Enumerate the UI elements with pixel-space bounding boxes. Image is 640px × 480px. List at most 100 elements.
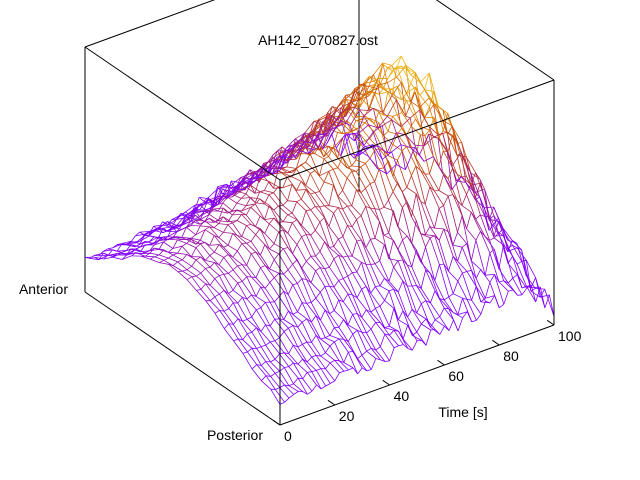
mesh-segment xyxy=(530,277,536,288)
mesh-segment xyxy=(274,340,285,354)
mesh-segment xyxy=(366,369,372,372)
mesh-segment xyxy=(195,225,201,235)
mesh-segment xyxy=(306,356,312,363)
mesh-segment xyxy=(314,221,321,231)
mesh-segment xyxy=(237,281,243,284)
mesh-segment xyxy=(251,276,256,279)
mesh-segment xyxy=(365,309,376,323)
mesh-segment xyxy=(232,222,243,237)
mesh-segment xyxy=(316,355,321,357)
mesh-segment xyxy=(246,224,251,226)
mesh-segment xyxy=(333,207,339,214)
mesh-segment xyxy=(255,234,266,245)
mesh-segment xyxy=(419,95,430,108)
mesh-segment xyxy=(462,271,468,274)
mesh-segment xyxy=(462,297,468,300)
mesh-segment xyxy=(241,205,247,212)
mesh-segment xyxy=(264,223,270,234)
mesh-segment xyxy=(361,332,372,349)
mesh-segment xyxy=(307,390,313,395)
mesh-segment xyxy=(209,284,220,295)
mesh-segment xyxy=(198,197,204,202)
mesh-segment xyxy=(171,219,177,227)
mesh-segment xyxy=(343,338,354,352)
mesh-segment xyxy=(338,319,344,328)
mesh-segment xyxy=(167,227,177,232)
mesh-segment xyxy=(307,371,312,373)
mesh-segment xyxy=(199,211,205,221)
mesh-segment xyxy=(425,234,435,237)
mesh-segment xyxy=(323,146,334,158)
mesh-segment xyxy=(434,208,440,229)
mesh-segment xyxy=(329,345,340,361)
mesh-segment xyxy=(218,196,228,201)
mesh-segment xyxy=(320,368,331,384)
mesh-segment xyxy=(356,240,367,265)
mesh-segment xyxy=(323,128,329,146)
mesh-segment xyxy=(397,112,402,116)
mesh-segment xyxy=(461,243,468,248)
mesh-segment xyxy=(268,192,274,196)
mesh-segment xyxy=(241,276,248,282)
mesh-segment xyxy=(306,279,317,299)
mesh-segment xyxy=(245,186,256,194)
mesh-segment xyxy=(369,117,380,123)
mesh-segment xyxy=(320,355,331,364)
mesh-segment xyxy=(323,156,329,160)
mesh-segment xyxy=(549,294,555,317)
mesh-segment xyxy=(107,253,118,256)
mesh-segment xyxy=(415,193,426,235)
mesh-segment xyxy=(292,311,298,315)
mesh-segment xyxy=(286,176,297,191)
mesh-segment xyxy=(479,196,490,231)
mesh-segment xyxy=(261,375,267,382)
mesh-segment xyxy=(443,299,454,313)
mesh-segment xyxy=(279,371,290,386)
mesh-segment xyxy=(315,335,326,353)
mesh-segment xyxy=(268,194,279,207)
mesh-segment xyxy=(246,294,252,300)
mesh-segment xyxy=(200,256,211,268)
mesh-segment xyxy=(231,177,241,186)
mesh-segment xyxy=(498,281,509,292)
mesh-segment xyxy=(232,289,243,298)
mesh-segment xyxy=(172,261,178,266)
mesh-segment xyxy=(544,288,555,317)
mesh-segment xyxy=(388,280,399,293)
mesh-segment xyxy=(363,74,374,85)
mesh-segment xyxy=(335,133,346,149)
mesh-segment xyxy=(363,131,374,146)
mesh-segment xyxy=(246,253,252,266)
mesh-segment xyxy=(309,121,315,137)
mesh-segment xyxy=(443,195,449,206)
mesh-segment xyxy=(306,341,317,356)
mesh-segment xyxy=(263,176,274,189)
mesh-segment xyxy=(489,295,495,304)
mesh-segment xyxy=(286,166,297,169)
mesh-segment xyxy=(154,256,165,261)
mesh-segment xyxy=(429,158,435,175)
mesh-segment xyxy=(420,246,426,263)
mesh-segment xyxy=(351,219,357,228)
mesh-segment xyxy=(421,300,427,305)
box-edge xyxy=(84,46,281,181)
mesh-segment xyxy=(325,362,331,370)
mesh-segment xyxy=(412,335,422,341)
mesh-segment xyxy=(366,328,372,334)
mesh-segment xyxy=(310,270,316,283)
mesh-segment xyxy=(209,255,220,266)
mesh-segment xyxy=(264,265,275,278)
mesh-segment xyxy=(242,296,248,300)
mesh-segment xyxy=(145,252,151,257)
mesh-segment xyxy=(254,165,264,174)
mesh-segment xyxy=(447,134,458,156)
mesh-segment xyxy=(158,254,169,259)
mesh-segment xyxy=(457,272,463,282)
mesh-segment xyxy=(347,341,358,359)
mesh-segment xyxy=(287,200,297,203)
mesh-segment xyxy=(411,193,417,217)
mesh-segment xyxy=(213,207,224,210)
mesh-segment xyxy=(208,208,215,215)
mesh-segment xyxy=(236,220,247,226)
mesh-segment xyxy=(370,358,377,370)
